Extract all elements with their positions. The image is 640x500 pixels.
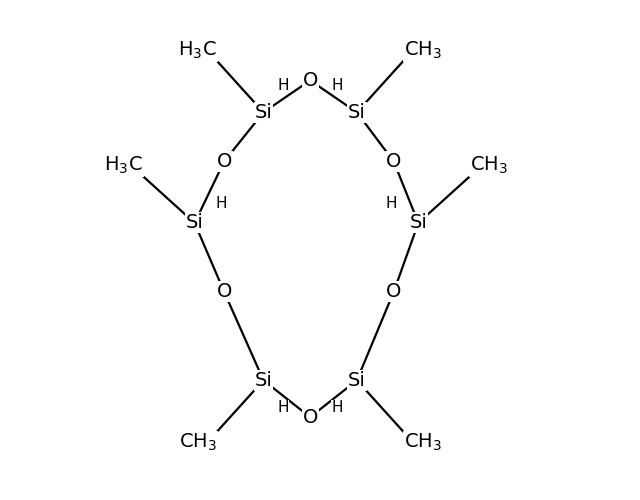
Text: CH: CH <box>470 157 498 176</box>
Text: O: O <box>386 152 401 171</box>
Text: Si: Si <box>410 214 428 233</box>
Text: H: H <box>277 400 289 415</box>
Text: O: O <box>303 408 318 426</box>
Text: H$_3$C: H$_3$C <box>104 155 143 176</box>
Text: H: H <box>332 400 343 415</box>
Text: O: O <box>386 282 401 302</box>
Text: Si: Si <box>348 103 366 122</box>
Text: CH$_3$: CH$_3$ <box>404 40 442 60</box>
Text: CH: CH <box>404 42 432 60</box>
Text: CH$_3$: CH$_3$ <box>404 432 442 453</box>
Text: Si: Si <box>255 371 273 390</box>
Text: CH$_3$: CH$_3$ <box>470 155 508 176</box>
Text: O: O <box>216 152 232 171</box>
Text: CH: CH <box>404 432 432 451</box>
Text: H: H <box>277 78 289 93</box>
Text: Si: Si <box>348 371 366 390</box>
Text: Si: Si <box>255 103 273 122</box>
Text: O: O <box>303 71 318 90</box>
Text: O: O <box>216 282 232 302</box>
Text: CH: CH <box>189 432 217 451</box>
Text: Si: Si <box>186 214 204 233</box>
Text: H$_3$C: H$_3$C <box>178 40 217 60</box>
Text: CH$_3$: CH$_3$ <box>179 432 217 453</box>
Text: H: H <box>332 78 343 93</box>
Text: H: H <box>216 196 227 211</box>
Text: H: H <box>385 196 397 211</box>
